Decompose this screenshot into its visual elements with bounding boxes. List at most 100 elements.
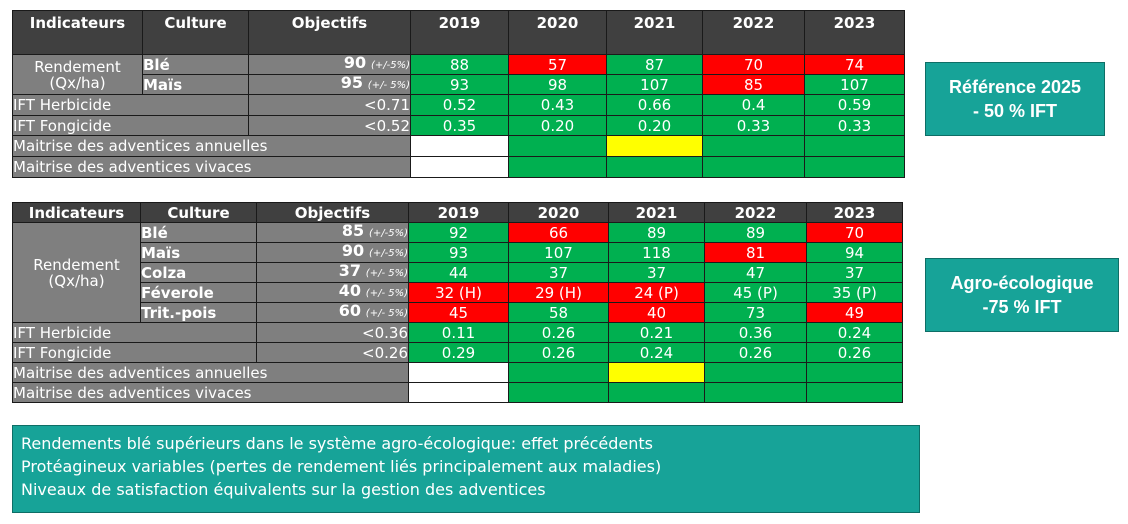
value-cell: 45 (P) bbox=[704, 282, 807, 303]
rating-cell bbox=[408, 362, 509, 383]
crop-objective: 90 (+/-5%) bbox=[248, 54, 411, 75]
header-year-2021: 2021 bbox=[606, 10, 703, 55]
value-cell: 92 bbox=[408, 222, 509, 243]
rendement-label-line1: Rendement bbox=[33, 255, 120, 274]
header-year-2020: 2020 bbox=[508, 10, 607, 55]
rating-cell bbox=[508, 156, 607, 178]
rating-cell bbox=[410, 135, 509, 157]
value-cell: 0.36 bbox=[704, 322, 807, 343]
value-cell: 0.33 bbox=[702, 115, 805, 136]
ift-fongicide-objective: <0.52 bbox=[248, 115, 411, 136]
agro-ecologique-box: Agro-écologique -75 % IFT bbox=[925, 258, 1119, 332]
value-cell: 85 bbox=[702, 74, 805, 95]
rating-cell bbox=[508, 135, 607, 157]
value-cell: 29 (H) bbox=[508, 282, 609, 303]
value-cell: 74 bbox=[804, 54, 905, 75]
value-cell: 0.59 bbox=[804, 94, 905, 116]
rating-cell bbox=[702, 156, 805, 178]
value-cell: 37 bbox=[806, 262, 903, 283]
value-cell: 0.66 bbox=[606, 94, 703, 116]
value-cell: 0.29 bbox=[408, 342, 509, 363]
rating-cell bbox=[804, 156, 905, 178]
objective-tolerance: (+/-5%) bbox=[370, 60, 410, 71]
value-cell: 45 bbox=[408, 302, 509, 323]
value-cell: 57 bbox=[508, 54, 607, 75]
rating-cell bbox=[806, 382, 903, 403]
value-cell: 89 bbox=[608, 222, 705, 243]
value-cell: 47 bbox=[704, 262, 807, 283]
crop-name: Blé bbox=[142, 54, 249, 75]
ift-herbicide-objective: <0.71 bbox=[248, 94, 411, 116]
value-cell: 89 bbox=[704, 222, 807, 243]
objective-tolerance: (+/-5%) bbox=[368, 248, 408, 259]
header-indicateurs: Indicateurs bbox=[12, 202, 141, 223]
objective-value: 90 bbox=[343, 54, 367, 72]
value-cell: 93 bbox=[408, 242, 509, 263]
rendement-label: Rendement (Qx/ha) bbox=[12, 54, 143, 95]
objective-value: 95 bbox=[340, 74, 364, 92]
value-cell: 0.11 bbox=[408, 322, 509, 343]
adventices-annuelles-label: Maitrise des adventices annuelles bbox=[12, 135, 411, 157]
value-cell: 40 bbox=[608, 302, 705, 323]
header-year-2020: 2020 bbox=[508, 202, 609, 223]
rendement-label-line2: (Qx/ha) bbox=[49, 73, 106, 92]
value-cell: 58 bbox=[508, 302, 609, 323]
reference-2025-box: Référence 2025 - 50 % IFT bbox=[925, 62, 1105, 136]
ift-herbicide-label: IFT Herbicide bbox=[12, 322, 257, 343]
header-year-2023: 2023 bbox=[804, 10, 905, 55]
value-cell: 0.4 bbox=[702, 94, 805, 116]
objective-tolerance: (+/- 5%) bbox=[367, 80, 410, 91]
value-cell: 118 bbox=[608, 242, 705, 263]
rendement-label-line2: (Qx/ha) bbox=[48, 271, 105, 290]
objective-tolerance: (+/- 5%) bbox=[365, 288, 408, 299]
header-objectifs: Objectifs bbox=[256, 202, 409, 223]
ift-herbicide-label: IFT Herbicide bbox=[12, 94, 249, 116]
crop-objective: 40 (+/- 5%) bbox=[256, 282, 409, 303]
rating-cell bbox=[608, 362, 705, 383]
value-cell: 73 bbox=[704, 302, 807, 323]
header-year-2022: 2022 bbox=[702, 10, 805, 55]
objective-tolerance: (+/- 5%) bbox=[365, 268, 408, 279]
crop-name: Colza bbox=[140, 262, 257, 283]
value-cell: 0.24 bbox=[806, 322, 903, 343]
value-cell: 93 bbox=[410, 74, 509, 95]
value-cell: 107 bbox=[804, 74, 905, 95]
note-line: Rendements blé supérieurs dans le systèm… bbox=[21, 434, 653, 453]
crop-name: Blé bbox=[140, 222, 257, 243]
crop-name: Trit.-pois bbox=[140, 302, 257, 323]
value-cell: 35 (P) bbox=[806, 282, 903, 303]
value-cell: 70 bbox=[702, 54, 805, 75]
value-cell: 32 (H) bbox=[408, 282, 509, 303]
rating-cell bbox=[408, 382, 509, 403]
header-year-2023: 2023 bbox=[806, 202, 903, 223]
value-cell: 88 bbox=[410, 54, 509, 75]
value-cell: 0.26 bbox=[508, 322, 609, 343]
agro-box-line1: Agro-écologique bbox=[950, 273, 1094, 293]
value-cell: 0.26 bbox=[508, 342, 609, 363]
value-cell: 107 bbox=[508, 242, 609, 263]
rating-cell bbox=[508, 362, 609, 383]
header-year-2019: 2019 bbox=[410, 10, 509, 55]
ift-fongicide-label: IFT Fongicide bbox=[12, 342, 257, 363]
value-cell: 49 bbox=[806, 302, 903, 323]
value-cell: 107 bbox=[606, 74, 703, 95]
rating-cell bbox=[704, 362, 807, 383]
objective-value: 37 bbox=[338, 262, 362, 280]
rendement-label-line1: Rendement bbox=[34, 57, 121, 76]
value-cell: 37 bbox=[508, 262, 609, 283]
value-cell: 0.26 bbox=[704, 342, 807, 363]
ift-herbicide-objective: <0.36 bbox=[256, 322, 409, 343]
rendement-label: Rendement (Qx/ha) bbox=[12, 222, 141, 323]
header-culture: Culture bbox=[140, 202, 257, 223]
note-line: Protéagineux variables (pertes de rendem… bbox=[21, 457, 662, 476]
value-cell: 0.24 bbox=[608, 342, 705, 363]
header-indicateurs: Indicateurs bbox=[12, 10, 143, 55]
header-objectifs: Objectifs bbox=[248, 10, 411, 55]
reference-table: Indicateurs Culture Objectifs 2019 2020 … bbox=[12, 10, 905, 178]
value-cell: 0.35 bbox=[410, 115, 509, 136]
value-cell: 0.52 bbox=[410, 94, 509, 116]
crop-objective: 60 (+/- 5%) bbox=[256, 302, 409, 323]
rating-cell bbox=[606, 156, 703, 178]
header-year-2019: 2019 bbox=[408, 202, 509, 223]
value-cell: 0.20 bbox=[606, 115, 703, 136]
